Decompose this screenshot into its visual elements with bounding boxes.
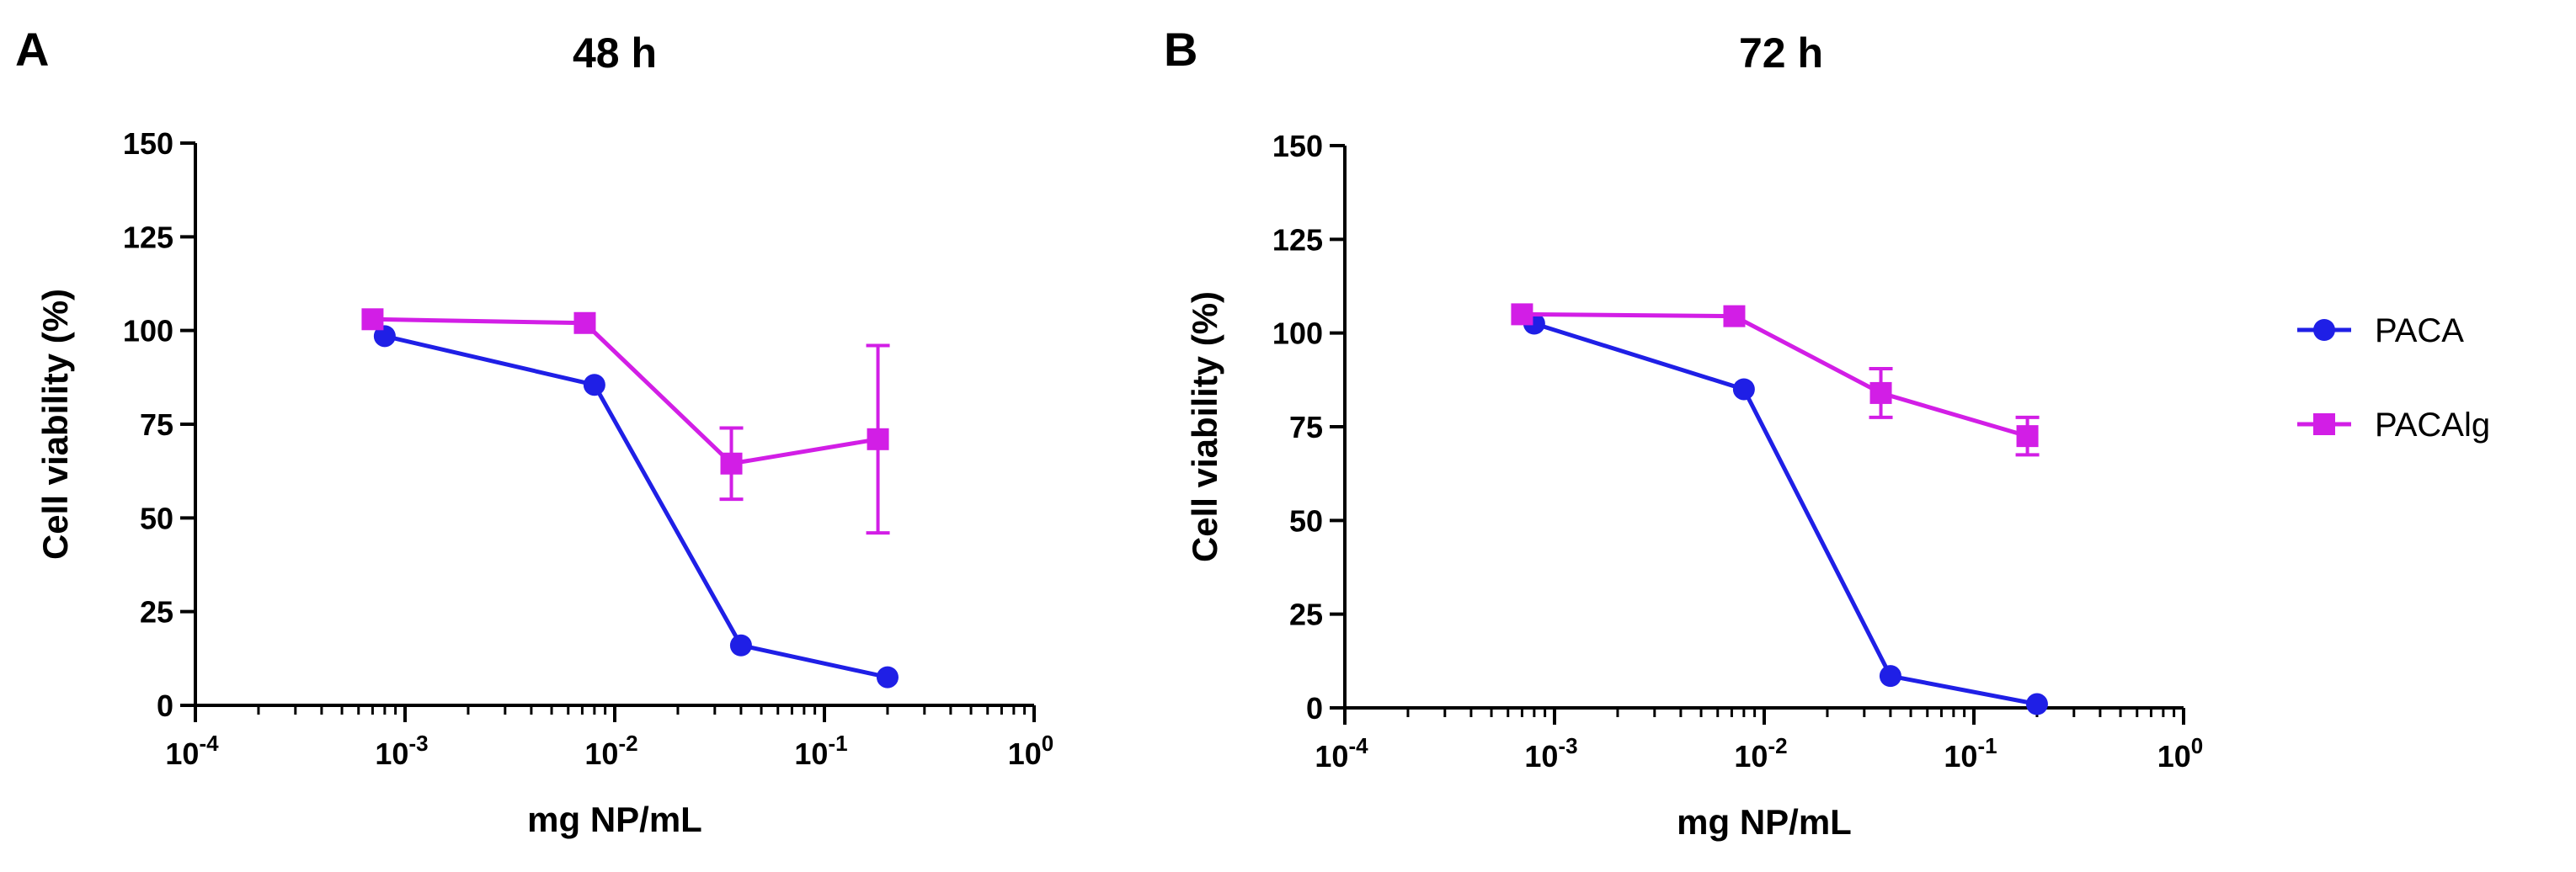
x-tick-label: 10-2 xyxy=(584,731,637,771)
x-tick-exponent: -3 xyxy=(408,731,428,756)
data-point xyxy=(1723,305,1746,327)
y-axis-label: Cell viability (%) xyxy=(1185,291,1224,562)
y-tick-label: 75 xyxy=(140,407,173,442)
x-tick-exponent: -1 xyxy=(828,731,847,756)
series-line xyxy=(384,333,888,680)
x-tick-label: 10-4 xyxy=(1315,733,1368,774)
y-tick-label: 150 xyxy=(1272,129,1323,163)
series-pacalg xyxy=(361,308,890,535)
x-tick-label: 10-2 xyxy=(1734,733,1787,774)
x-tick-base: 10 xyxy=(584,736,618,771)
x-tick-exponent: 0 xyxy=(2191,733,2203,758)
x-tick-label: 10-3 xyxy=(375,731,428,771)
x-tick-exponent: -4 xyxy=(199,731,219,756)
series-pacalg xyxy=(1511,303,2040,457)
x-tick-base: 10 xyxy=(375,736,408,771)
y-tick-label: 125 xyxy=(1272,222,1323,257)
x-tick-exponent: -2 xyxy=(618,731,637,756)
series-line xyxy=(1522,311,2029,439)
legend: PACA PACAlg xyxy=(2297,312,2490,444)
y-tick-label: 25 xyxy=(1289,598,1323,632)
x-tick-exponent: -4 xyxy=(1348,733,1368,758)
data-point xyxy=(729,634,752,657)
data-point xyxy=(720,452,743,475)
x-tick-label: 10-1 xyxy=(794,731,847,771)
x-tick-label: 10-1 xyxy=(1944,733,1997,774)
series-paca xyxy=(373,325,899,689)
x-tick-base: 10 xyxy=(1008,736,1042,771)
data-point xyxy=(583,374,605,396)
legend-label: PACA xyxy=(2375,312,2464,349)
x-tick-exponent: -3 xyxy=(1558,733,1577,758)
x-tick-base: 10 xyxy=(2157,739,2191,774)
y-tick-label: 100 xyxy=(123,314,173,348)
x-tick-label: 100 xyxy=(1008,731,1054,771)
series-line xyxy=(1533,322,2038,707)
x-tick-base: 10 xyxy=(1944,739,1977,774)
y-axis-label: Cell viability (%) xyxy=(35,289,75,560)
y-tick-label: 50 xyxy=(1289,503,1323,538)
data-point xyxy=(373,325,396,348)
series-paca xyxy=(1523,312,2048,715)
legend-marker xyxy=(2313,319,2335,341)
data-point xyxy=(573,311,596,334)
y-tick-label: 125 xyxy=(123,220,173,254)
x-tick-base: 10 xyxy=(1315,739,1348,774)
data-point xyxy=(1869,381,1892,404)
x-tick-base: 10 xyxy=(1734,739,1768,774)
legend-item-pacalg: PACAlg xyxy=(2297,407,2490,444)
legend-item-paca: PACA xyxy=(2297,312,2464,349)
y-tick-label: 100 xyxy=(1272,316,1323,351)
data-point xyxy=(2016,425,2039,448)
chart-title: 72 h xyxy=(1739,29,1823,77)
data-point xyxy=(867,428,889,450)
y-tick-label: 50 xyxy=(140,501,173,535)
panel-label: B xyxy=(1164,23,1197,76)
x-tick-base: 10 xyxy=(1524,739,1558,774)
x-tick-exponent: -1 xyxy=(1977,733,1997,758)
data-point xyxy=(1879,665,1901,688)
data-point xyxy=(361,308,384,331)
y-tick-label: 0 xyxy=(1306,691,1323,726)
x-tick-exponent: -2 xyxy=(1768,733,1787,758)
x-tick-base: 10 xyxy=(794,736,828,771)
series-line xyxy=(372,316,878,466)
y-tick-label: 150 xyxy=(123,126,173,161)
x-tick-label: 100 xyxy=(2157,733,2204,774)
chart-title: 48 h xyxy=(573,29,657,77)
data-point xyxy=(1732,378,1755,401)
x-axis-label: mg NP/mL xyxy=(1677,802,1852,842)
x-tick-base: 10 xyxy=(165,736,199,771)
legend-label: PACAlg xyxy=(2375,407,2490,444)
x-axis-label: mg NP/mL xyxy=(527,800,702,839)
x-tick-exponent: 0 xyxy=(1042,731,1053,756)
x-tick-label: 10-3 xyxy=(1524,733,1577,774)
y-tick-label: 75 xyxy=(1289,410,1323,444)
panel-label: A xyxy=(15,23,49,76)
data-point xyxy=(876,666,899,689)
data-point xyxy=(2025,693,2048,715)
data-point xyxy=(1511,303,1533,326)
legend-marker xyxy=(2313,413,2335,435)
y-tick-label: 25 xyxy=(140,595,173,630)
x-tick-label: 10-4 xyxy=(165,731,219,771)
y-tick-label: 0 xyxy=(157,689,173,723)
